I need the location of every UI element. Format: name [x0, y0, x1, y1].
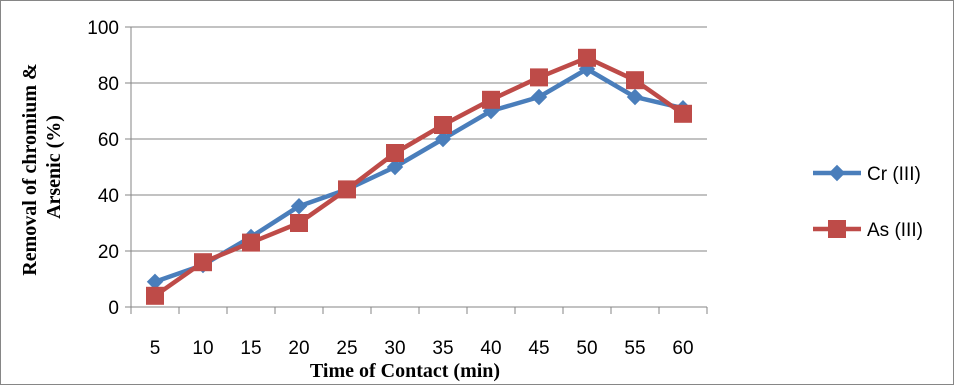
data-point: [674, 104, 692, 123]
y-axis-title: Removal of chromium & Arsenic (%): [19, 58, 65, 275]
data-point: [530, 88, 548, 106]
data-point: [530, 68, 548, 87]
y-axis-title-line-2: Arsenic (%): [43, 115, 65, 219]
x-tick-label: 25: [336, 338, 357, 359]
series-2: [146, 48, 692, 305]
x-tick-label: 10: [192, 338, 213, 359]
x-tick-label: 50: [576, 338, 597, 359]
x-tick-label: 15: [240, 338, 261, 359]
data-point: [290, 197, 308, 215]
legend-item: As (III): [813, 220, 923, 241]
x-tick-label: 40: [480, 338, 501, 359]
x-tick-label: 60: [672, 338, 693, 359]
data-point: [434, 116, 452, 134]
data-point: [146, 286, 164, 305]
series-layer: [146, 48, 692, 305]
data-point: [386, 158, 404, 176]
legend-marker: [828, 164, 846, 182]
x-tick-label: 45: [528, 338, 549, 359]
data-point: [290, 214, 308, 232]
data-point: [626, 88, 644, 106]
x-tick-label: 55: [624, 338, 645, 359]
y-tick-label: 0: [108, 298, 119, 319]
legend: Cr (III) As (III): [813, 164, 923, 241]
x-tick-label: 30: [384, 338, 405, 359]
legend-item: Cr (III): [813, 164, 921, 185]
axis-layer: 0 20 40 60 80 100 5 10 15 20 25 30 35 40 45 50 55 60: [87, 18, 708, 359]
data-point: [626, 71, 644, 90]
y-tick-label: 60: [98, 130, 119, 151]
data-point: [482, 90, 500, 109]
data-point: [386, 144, 404, 162]
y-axis-title-line-1: Removal of chromium &: [19, 63, 41, 275]
y-tick-label: 40: [98, 186, 119, 207]
x-tick-label: 5: [150, 338, 161, 359]
data-point: [194, 253, 212, 272]
y-tick-label: 20: [98, 242, 119, 263]
y-tick-label: 80: [98, 74, 119, 95]
legend-marker: [828, 220, 846, 238]
data-point: [434, 130, 452, 148]
x-axis-title: Time of Contact (min): [310, 360, 500, 382]
x-tick-label: 35: [432, 338, 453, 359]
legend-label: Cr (III): [867, 164, 921, 185]
data-point: [338, 180, 356, 199]
legend-label: As (III): [867, 220, 923, 241]
data-point: [242, 233, 260, 252]
data-point: [578, 48, 596, 67]
x-tick-label: 20: [288, 338, 309, 359]
y-tick-label: 100: [87, 18, 119, 39]
